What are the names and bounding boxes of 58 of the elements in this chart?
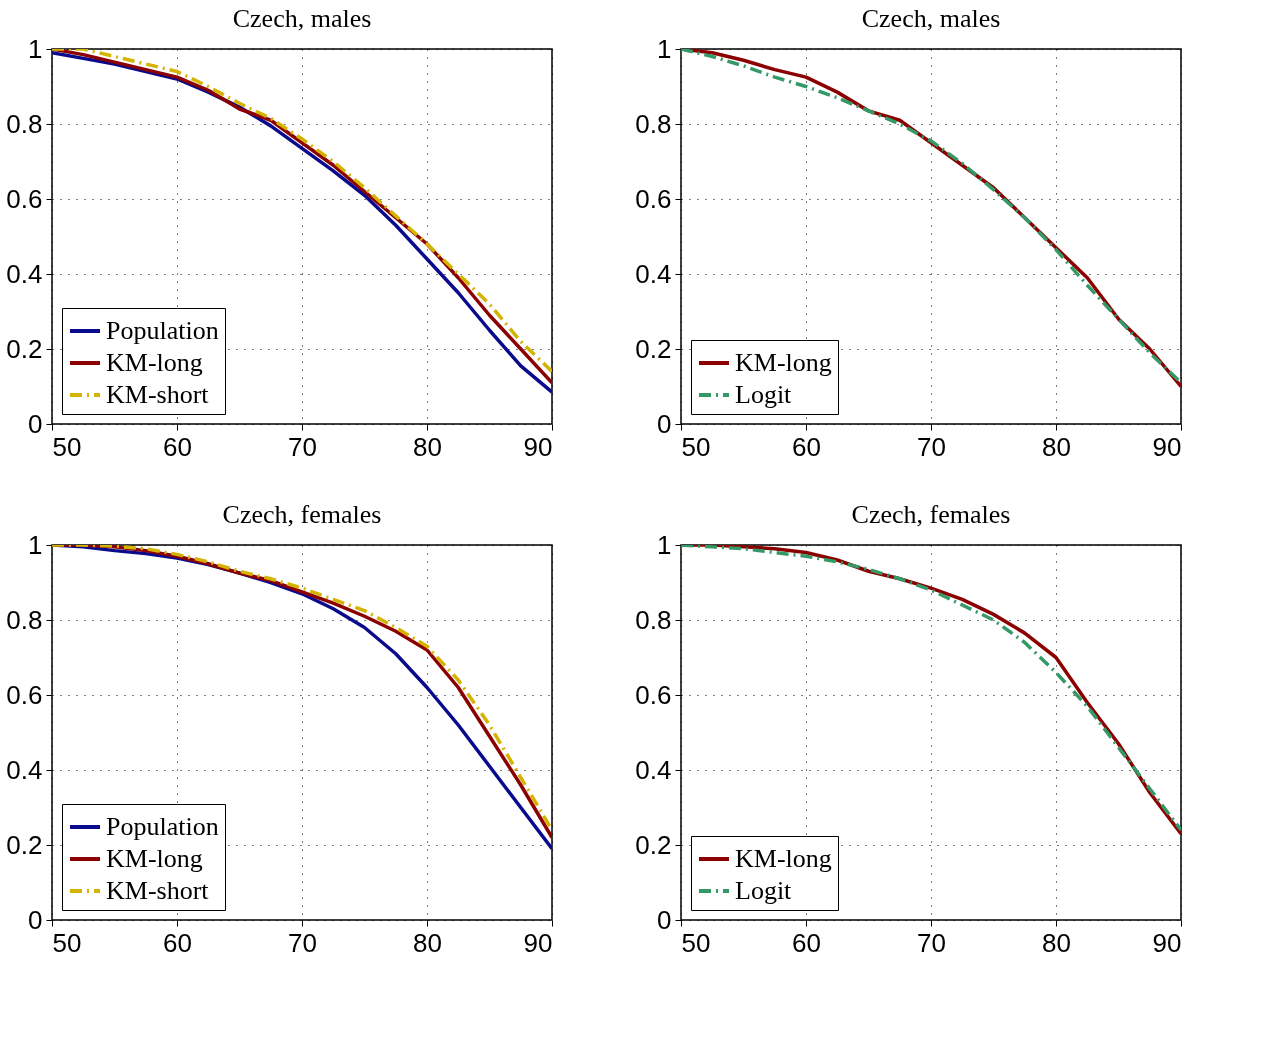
x-tick-label: 50	[52, 431, 82, 462]
x-tick-label: 50	[681, 431, 711, 462]
x-tick-label: 60	[163, 431, 192, 462]
x-tick-label: 90	[1152, 431, 1182, 462]
chart-title: Czech, males	[861, 4, 1001, 33]
legend-label: Population	[106, 316, 219, 345]
y-tick-label: 1	[657, 529, 672, 560]
x-tick-label: 60	[163, 927, 192, 958]
legend-label: KM-long	[106, 348, 203, 377]
x-tick-label: 70	[288, 927, 317, 958]
y-tick-label: 0.6	[635, 679, 672, 710]
x-tick-label: 80	[1042, 927, 1071, 958]
y-tick-label: 0.8	[635, 108, 672, 139]
x-tick-label: 90	[523, 927, 553, 958]
x-tick-label: 80	[1042, 431, 1071, 462]
legend-label: KM-short	[106, 876, 210, 905]
y-tick-label: 0	[28, 408, 43, 439]
y-tick-label: 0.4	[635, 754, 672, 785]
y-tick-label: 0.6	[635, 183, 672, 214]
x-tick-label: 80	[413, 431, 442, 462]
y-tick-label: 0.4	[6, 258, 43, 289]
x-tick-label: 80	[413, 927, 442, 958]
y-tick-label: 1	[28, 529, 43, 560]
x-tick-label: 60	[792, 431, 821, 462]
y-tick-label: 1	[28, 33, 43, 64]
x-tick-label: 60	[792, 927, 821, 958]
x-tick-label: 50	[52, 927, 82, 958]
y-tick-label: 0.8	[6, 108, 43, 139]
y-tick-label: 0.2	[6, 333, 43, 364]
y-tick-label: 0.2	[635, 333, 672, 364]
y-tick-label: 0.6	[6, 183, 43, 214]
y-tick-label: 0.8	[635, 604, 672, 635]
chart-title: Czech, females	[222, 500, 382, 529]
x-tick-label: 90	[1152, 927, 1182, 958]
legend-label: KM-short	[106, 380, 210, 409]
legend-label: KM-long	[735, 844, 832, 873]
y-tick-label: 0	[657, 408, 672, 439]
legend-label: Logit	[735, 876, 793, 905]
y-tick-label: 0.6	[6, 679, 43, 710]
x-tick-label: 50	[681, 927, 711, 958]
y-tick-label: 0.8	[6, 604, 43, 635]
legend-label: KM-long	[106, 844, 203, 873]
chart-title: Czech, females	[851, 500, 1011, 529]
y-tick-label: 0.2	[635, 829, 672, 860]
y-tick-label: 0.4	[635, 258, 672, 289]
legend-label: Logit	[735, 380, 793, 409]
x-tick-label: 70	[917, 431, 946, 462]
x-tick-label: 90	[523, 431, 553, 462]
y-tick-label: 1	[657, 33, 672, 64]
legend-label: Population	[106, 812, 219, 841]
y-tick-label: 0.2	[6, 829, 43, 860]
chart-title: Czech, males	[232, 4, 372, 33]
y-tick-label: 0	[28, 904, 43, 935]
x-tick-label: 70	[917, 927, 946, 958]
x-tick-label: 70	[288, 431, 317, 462]
y-tick-label: 0.4	[6, 754, 43, 785]
y-tick-label: 0	[657, 904, 672, 935]
legend-label: KM-long	[735, 348, 832, 377]
